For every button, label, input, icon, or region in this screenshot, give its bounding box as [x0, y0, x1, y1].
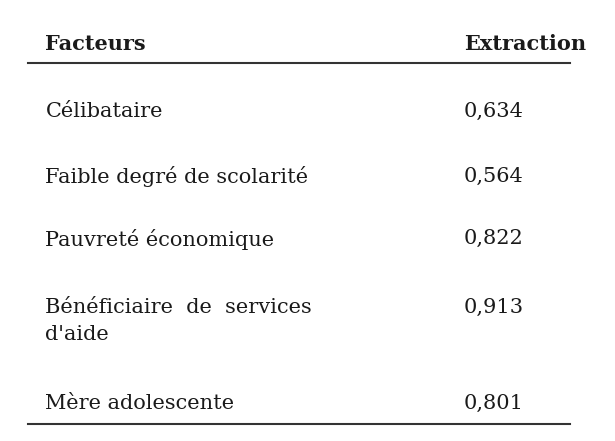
Text: Extraction: Extraction [464, 34, 586, 54]
Text: 0,564: 0,564 [464, 166, 523, 185]
Text: Pauvreté économique: Pauvreté économique [46, 229, 274, 250]
Text: Bénéficiaire  de  services
d'aide: Bénéficiaire de services d'aide [46, 299, 312, 344]
Text: Mère adolescente: Mère adolescente [46, 393, 234, 413]
Text: 0,801: 0,801 [464, 393, 524, 413]
Text: Faible degré de scolarité: Faible degré de scolarité [46, 166, 309, 187]
Text: 0,822: 0,822 [464, 229, 523, 248]
Text: Célibataire: Célibataire [46, 101, 163, 120]
Text: Facteurs: Facteurs [46, 34, 146, 54]
Text: 0,913: 0,913 [464, 299, 524, 318]
Text: 0,634: 0,634 [464, 101, 524, 120]
